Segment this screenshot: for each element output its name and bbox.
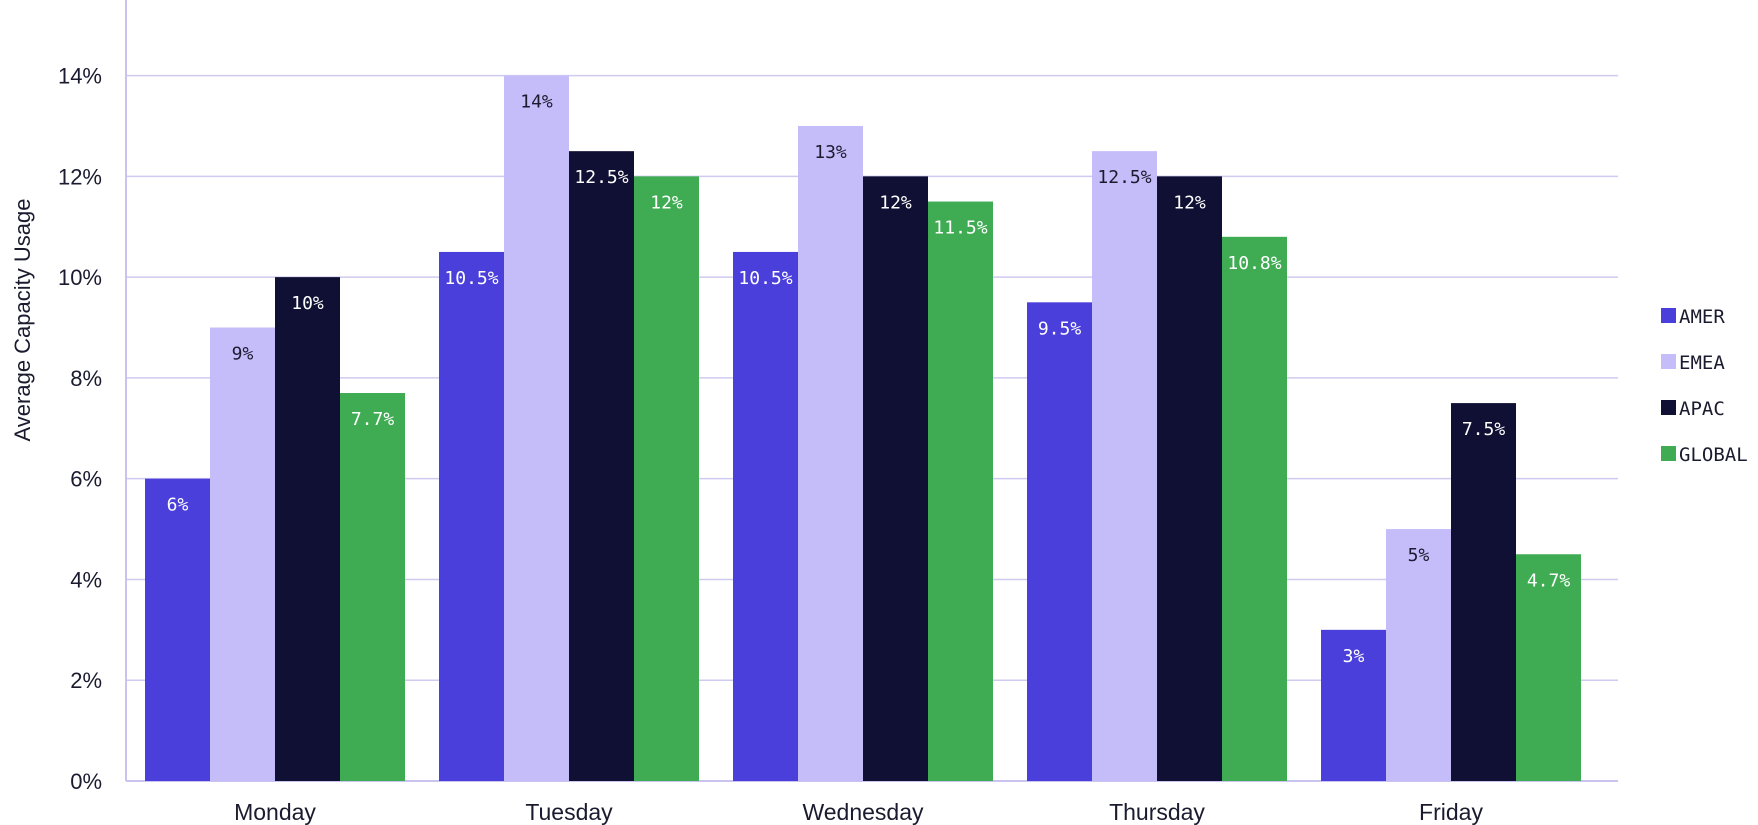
bar-amer-thursday [1027, 302, 1092, 781]
data-label: 10.8% [1227, 253, 1281, 274]
data-labels: 6% 9% 10% 7.7% 10.5% 14% 12.5% 12% 10.5% 13% 12% 11… [167, 92, 1571, 667]
bar-emea-friday [1386, 529, 1451, 781]
data-label: 3% [1343, 646, 1365, 667]
bar-amer-monday [145, 478, 210, 781]
data-label: 7.5% [1462, 419, 1506, 440]
bar-emea-tuesday [504, 75, 569, 782]
data-label: 12.5% [1097, 167, 1151, 188]
bar-apac-tuesday [569, 151, 634, 782]
legend-label-amer: AMER [1679, 306, 1725, 328]
axes: 0% 2% 4% 6% 8% 10% 12% 14% Monday Tuesday Wednesda… [58, 0, 1618, 825]
y-tick-label: 14% [58, 64, 102, 89]
data-label: 10% [291, 293, 324, 314]
x-tick-label: Wednesday [802, 799, 924, 825]
y-tick-label: 4% [70, 567, 102, 592]
bar-amer-tuesday [439, 251, 504, 781]
legend-swatch-emea [1661, 354, 1676, 369]
data-label: 4.7% [1527, 570, 1571, 591]
legend-label-global: GLOBAL [1679, 444, 1748, 466]
y-tick-label: 8% [70, 366, 102, 391]
y-axis-label: Average Capacity Usage [10, 199, 35, 442]
x-tick-label: Friday [1419, 799, 1483, 825]
data-label: 9.5% [1038, 318, 1082, 339]
bars [145, 75, 1581, 782]
data-label: 12% [1173, 192, 1206, 213]
legend-swatch-amer [1661, 308, 1676, 323]
x-tick-label: Monday [234, 799, 316, 825]
bar-amer-wednesday [733, 251, 798, 781]
bar-global-friday [1516, 554, 1581, 781]
bar-global-monday [340, 393, 405, 781]
bar-emea-thursday [1092, 151, 1157, 782]
bar-apac-friday [1451, 403, 1516, 781]
data-label: 9% [232, 344, 254, 365]
data-label: 6% [167, 495, 189, 516]
data-label: 11.5% [933, 218, 987, 239]
y-tick-label: 10% [58, 265, 102, 290]
y-tick-label: 6% [70, 467, 102, 492]
bar-global-wednesday [928, 201, 993, 781]
legend-label-apac: APAC [1679, 398, 1725, 420]
bar-apac-monday [275, 277, 340, 781]
data-label: 12% [650, 192, 683, 213]
bar-global-thursday [1222, 236, 1287, 782]
data-label: 7.7% [351, 409, 395, 430]
y-tick-label: 0% [70, 769, 102, 794]
bar-amer-friday [1321, 629, 1386, 781]
y-tick-label: 12% [58, 164, 102, 189]
data-label: 10.5% [738, 268, 792, 289]
data-label: 13% [814, 142, 847, 163]
legend-swatch-global [1661, 446, 1676, 461]
bar-apac-wednesday [863, 176, 928, 781]
x-tick-label: Thursday [1109, 799, 1205, 825]
bar-global-tuesday [634, 176, 699, 781]
legend-label-emea: EMEA [1679, 352, 1725, 374]
data-label: 10.5% [444, 268, 498, 289]
data-label: 5% [1408, 545, 1430, 566]
bar-apac-thursday [1157, 176, 1222, 781]
legend-swatch-apac [1661, 400, 1676, 415]
data-label: 12.5% [574, 167, 628, 188]
data-label: 12% [879, 192, 912, 213]
x-tick-label: Tuesday [525, 799, 613, 825]
y-tick-label: 2% [70, 668, 102, 693]
bar-emea-wednesday [798, 125, 863, 781]
legend: AMER EMEA APAC GLOBAL [1661, 306, 1748, 466]
bar-emea-monday [210, 327, 275, 781]
data-label: 14% [520, 92, 553, 113]
